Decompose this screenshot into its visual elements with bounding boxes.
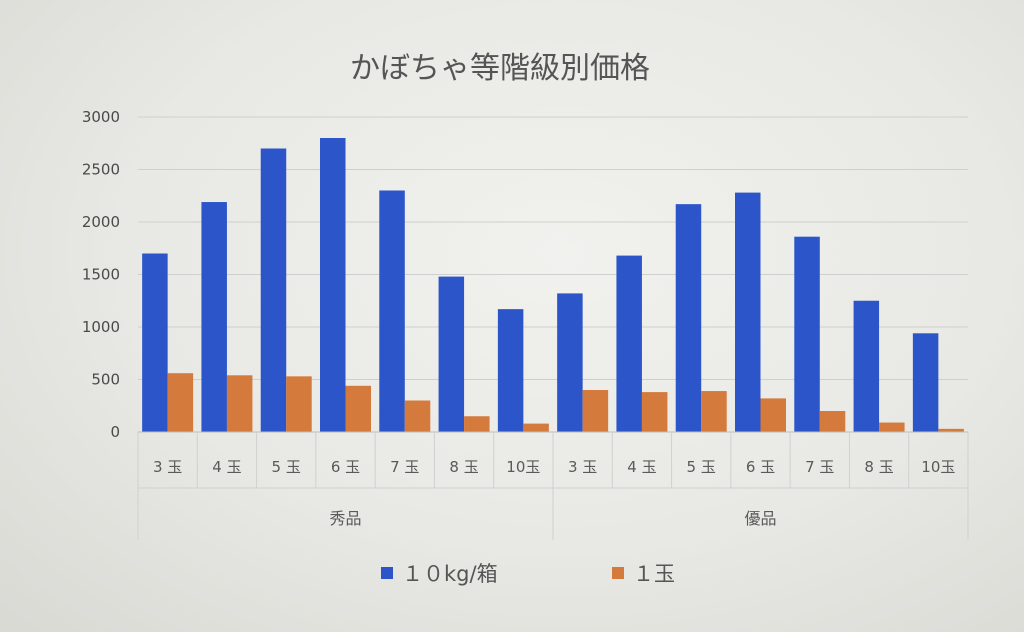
chart-title: かぼちゃ等階級別価格: [350, 51, 650, 86]
x-tick-label: 4 玉: [212, 458, 241, 476]
bar-series-1: [260, 148, 287, 432]
bar-series-2: [938, 428, 964, 432]
x-tick-label: 7 玉: [390, 458, 419, 476]
bar-series-1: [735, 192, 761, 432]
bar-series-2: [582, 390, 609, 432]
bar-series-2: [226, 375, 253, 432]
legend-label-series-1: １０kg/箱: [402, 562, 498, 586]
bar-series-1: [497, 309, 524, 432]
bar-series-2: [167, 373, 194, 432]
x-tick-label: 4 玉: [627, 458, 656, 476]
y-tick-label: 1000: [82, 318, 120, 336]
legend-swatch-series-2: [612, 567, 624, 579]
y-tick-label: 3000: [82, 108, 120, 126]
x-tick-label: 10玉: [506, 458, 540, 476]
bar-series-2: [760, 398, 786, 432]
bar-series-2: [523, 423, 549, 432]
y-tick-label: 1500: [82, 266, 120, 284]
x-tick-label: 6 玉: [746, 458, 775, 476]
legend-label-series-2: １玉: [633, 562, 675, 586]
bar-series-2: [641, 392, 668, 432]
x-tick-label: 3 玉: [568, 458, 597, 476]
x-tick-label: 8 玉: [449, 458, 478, 476]
bar-series-2: [404, 400, 431, 432]
bar-series-1: [379, 190, 405, 432]
x-tick-label: 3 玉: [153, 458, 182, 476]
bar-series-1: [142, 253, 168, 432]
y-tick-label: 500: [91, 371, 120, 389]
y-tick-label: 2000: [82, 213, 120, 231]
bar-series-1: [557, 293, 583, 432]
bar-series-1: [853, 300, 880, 432]
bar-series-2: [286, 376, 312, 432]
x-axis: 3 玉 4 玉 5 玉 6 玉 7 玉 8 玉 10玉 3 玉 4 玉 5 玉 6 玉 7 玉 8 玉 1…: [137, 431, 969, 540]
y-axis: 0 500 1000 1500 2000 2500 3000: [82, 108, 120, 441]
y-tick-label: 2500: [82, 161, 120, 179]
bar-series-2: [819, 411, 846, 432]
bar-series-2: [464, 416, 490, 432]
group-label: 秀品: [329, 509, 361, 528]
legend: １０kg/箱 １玉: [381, 562, 675, 586]
x-tick-label: 8 玉: [864, 458, 893, 476]
x-tick-label: 5 玉: [687, 458, 716, 476]
x-tick-label: 5 玉: [272, 458, 301, 476]
bar-series-1: [438, 276, 465, 432]
y-tick-label: 0: [110, 423, 120, 441]
x-tick-label: 7 玉: [805, 458, 834, 476]
bar-series-2: [879, 422, 905, 432]
x-tick-label: 10玉: [921, 458, 955, 476]
bar-series-1: [794, 236, 820, 432]
bar-series-1: [320, 138, 346, 432]
bars: [142, 138, 964, 432]
bar-series-2: [345, 385, 371, 432]
bar-series-1: [912, 333, 939, 432]
bar-series-1: [675, 204, 702, 432]
x-tick-label: 6 玉: [331, 458, 360, 476]
group-label: 優品: [744, 509, 776, 528]
legend-swatch-series-1: [381, 567, 393, 579]
bar-series-1: [201, 202, 227, 432]
bar-series-1: [616, 255, 642, 432]
bar-series-2: [701, 391, 727, 432]
